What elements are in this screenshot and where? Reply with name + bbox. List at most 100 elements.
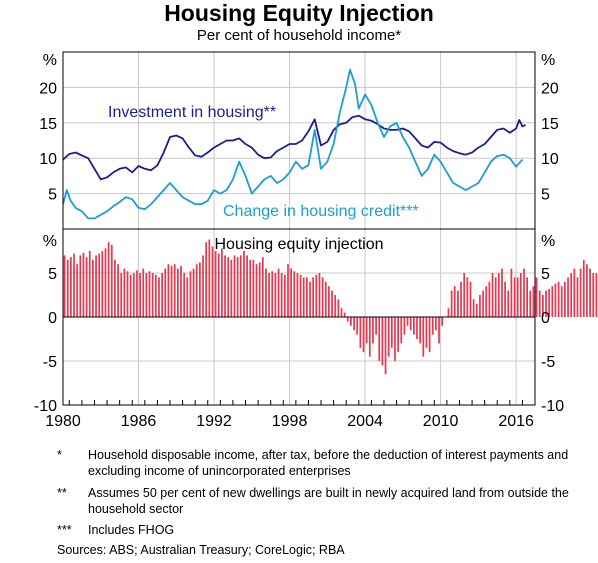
equity-bar (315, 274, 318, 317)
equity-bar (82, 252, 85, 317)
equity-bar (302, 277, 305, 317)
footnote-1-text: Household disposable income, after tax, … (88, 448, 569, 478)
equity-bar (183, 273, 186, 317)
equity-bar (482, 290, 484, 317)
footnote-3-text: Includes FHOG (88, 523, 175, 537)
bottom-ytick-label-right: -5 (541, 354, 555, 371)
equity-bar (293, 271, 296, 317)
equity-bar (280, 273, 283, 317)
equity-bar (378, 317, 381, 361)
equity-bar (186, 277, 189, 317)
chart-title: Housing Equity Injection (164, 0, 434, 26)
xtick-label: 2016 (498, 413, 534, 430)
xtick-label: 1998 (272, 413, 308, 430)
equity-bar (92, 259, 94, 317)
equity-bar (246, 255, 248, 317)
equity-bar (567, 277, 569, 317)
equity-bar (425, 317, 428, 348)
xtick-label: 2010 (423, 413, 459, 430)
equity-bar (236, 257, 239, 317)
equity-bar (85, 257, 88, 317)
equity-bar (573, 268, 576, 317)
bottom-ytick-label-right: 0 (541, 310, 550, 327)
equity-bar (189, 271, 192, 317)
equity-bar (457, 290, 459, 317)
footnote-2-marker: ** (57, 486, 67, 500)
equity-bar (397, 317, 399, 353)
equity-bar (416, 317, 418, 339)
equity-bar (472, 299, 475, 317)
top-ytick-label-right: 10 (541, 151, 559, 168)
equity-bar (460, 281, 462, 317)
equity-bar (214, 251, 217, 317)
top-ylabel-right: % (541, 52, 555, 69)
equity-bar (258, 262, 261, 317)
bottom-ytick-label-right: 5 (541, 266, 550, 283)
equity-bar (114, 259, 116, 317)
equity-bar (419, 317, 422, 344)
xtick-label: 1986 (121, 413, 157, 430)
equity-bar (453, 286, 456, 317)
equity-bar (79, 255, 82, 317)
equity-bar (136, 270, 138, 317)
equity-bar (485, 286, 488, 317)
top-ylabel-left: % (43, 52, 57, 69)
equity-bar (542, 295, 544, 317)
equity-bar (132, 273, 135, 317)
equity-bar (368, 317, 371, 357)
equity-bar (501, 268, 503, 317)
equity-bar (261, 257, 264, 317)
bottom-ylabel-right: % (541, 233, 555, 250)
equity-bar (283, 274, 286, 317)
equity-bar (324, 281, 327, 317)
equity-bar (497, 273, 500, 317)
equity-bar (365, 317, 368, 344)
chart-subtitle: Per cent of household income* (196, 27, 402, 44)
equity-bar (211, 246, 214, 317)
equity-bar (306, 277, 308, 317)
equity-bar (107, 242, 110, 317)
xtick-label: 1980 (45, 413, 81, 430)
equity-bar (148, 271, 151, 317)
bottom-ytick-label-right: -10 (541, 398, 564, 415)
equity-bar (192, 268, 195, 317)
footnote-2-text: Assumes 50 per cent of new dwellings are… (88, 486, 569, 516)
equity-bar (551, 286, 554, 317)
equity-bar (441, 317, 444, 326)
bottom-ytick-label-left: -5 (43, 354, 57, 371)
equity-bar (586, 264, 588, 317)
equity-bar (129, 274, 132, 317)
equity-bar (409, 317, 412, 331)
equity-bar (73, 253, 75, 317)
equity-bar (513, 277, 516, 317)
equity-bar (145, 273, 148, 317)
equity-bar (435, 317, 437, 331)
equity-bar (321, 277, 324, 317)
equity-bar (538, 290, 541, 317)
equity-bar (504, 281, 506, 317)
bottom-ytick-label-left: 0 (48, 310, 57, 327)
equity-bar (104, 248, 107, 317)
investment-in-housing-label: Investment in housing** (108, 104, 276, 121)
equity-bar (123, 268, 126, 317)
equity-bar (318, 273, 321, 317)
equity-bar (529, 290, 532, 317)
equity-bar (66, 259, 69, 317)
equity-bar (243, 251, 245, 317)
equity-bar (167, 264, 170, 317)
equity-bar (199, 262, 201, 317)
equity-bar (299, 274, 302, 317)
equity-bar (154, 274, 157, 317)
equity-bar (296, 273, 299, 317)
top-ytick-label-left: 20 (39, 80, 57, 97)
equity-bar (151, 273, 154, 317)
equity-bar (557, 281, 560, 317)
equity-bar (428, 317, 431, 353)
equity-bar (110, 244, 113, 317)
equity-bar (450, 290, 453, 317)
bottom-panel-frame (62, 228, 536, 406)
equity-bar (507, 290, 510, 317)
equity-bar (158, 277, 160, 317)
equity-bar (208, 239, 211, 317)
equity-bar (403, 317, 406, 335)
